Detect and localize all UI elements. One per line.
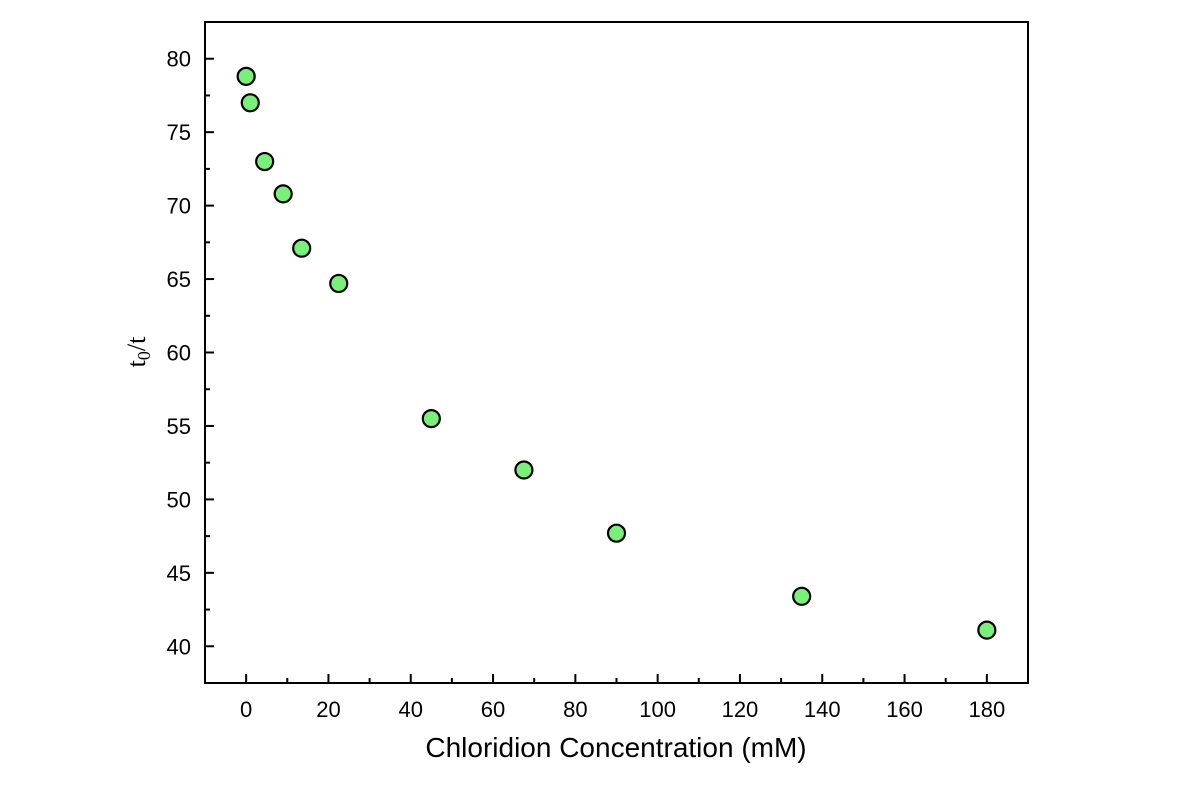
y-axis-title-base: t (122, 359, 151, 367)
data-point (240, 93, 260, 113)
x-tick-label: 60 (481, 697, 505, 722)
x-tick-label: 100 (639, 697, 676, 722)
data-point (977, 620, 997, 640)
x-tick-label: 40 (399, 697, 423, 722)
axis-tick-labels: 0 20 40 60 80 100 120 140 160 180 40 45 50 55 60 65 70 75… (167, 47, 1006, 722)
x-tick-label: 180 (968, 697, 1005, 722)
x-tick-label: 20 (316, 697, 340, 722)
data-point (292, 238, 312, 258)
data-point (514, 460, 534, 480)
x-tick-label: 140 (804, 697, 841, 722)
x-tick-label: 0 (240, 697, 252, 722)
y-tick-label: 55 (167, 414, 191, 439)
x-tick-label: 160 (886, 697, 923, 722)
data-points (236, 66, 997, 640)
data-point (329, 273, 349, 294)
y-tick-label: 70 (167, 194, 191, 219)
y-tick-label: 80 (167, 47, 191, 72)
y-tick-label: 45 (167, 561, 191, 586)
x-tick-label: 80 (563, 697, 587, 722)
data-point (606, 523, 627, 543)
y-tick-label: 75 (167, 120, 191, 145)
data-point (421, 409, 441, 429)
data-point (792, 586, 812, 606)
plot-frame (204, 21, 1029, 684)
data-point (255, 151, 275, 172)
y-tick-label: 65 (167, 267, 191, 292)
y-tick-label: 40 (167, 634, 191, 659)
x-tick-label: 120 (722, 697, 759, 722)
x-axis-title: Chloridion Concentration (mM) (425, 732, 806, 763)
y-tick-label: 60 (167, 341, 191, 366)
axis-ticks (205, 57, 988, 683)
y-axis-title-subscript: 0 (134, 351, 154, 360)
data-point (236, 66, 256, 86)
y-axis-title-rest: /t (122, 336, 151, 351)
y-axis-title: t0/t (122, 336, 154, 367)
data-point (273, 184, 293, 204)
y-tick-label: 50 (167, 487, 191, 512)
